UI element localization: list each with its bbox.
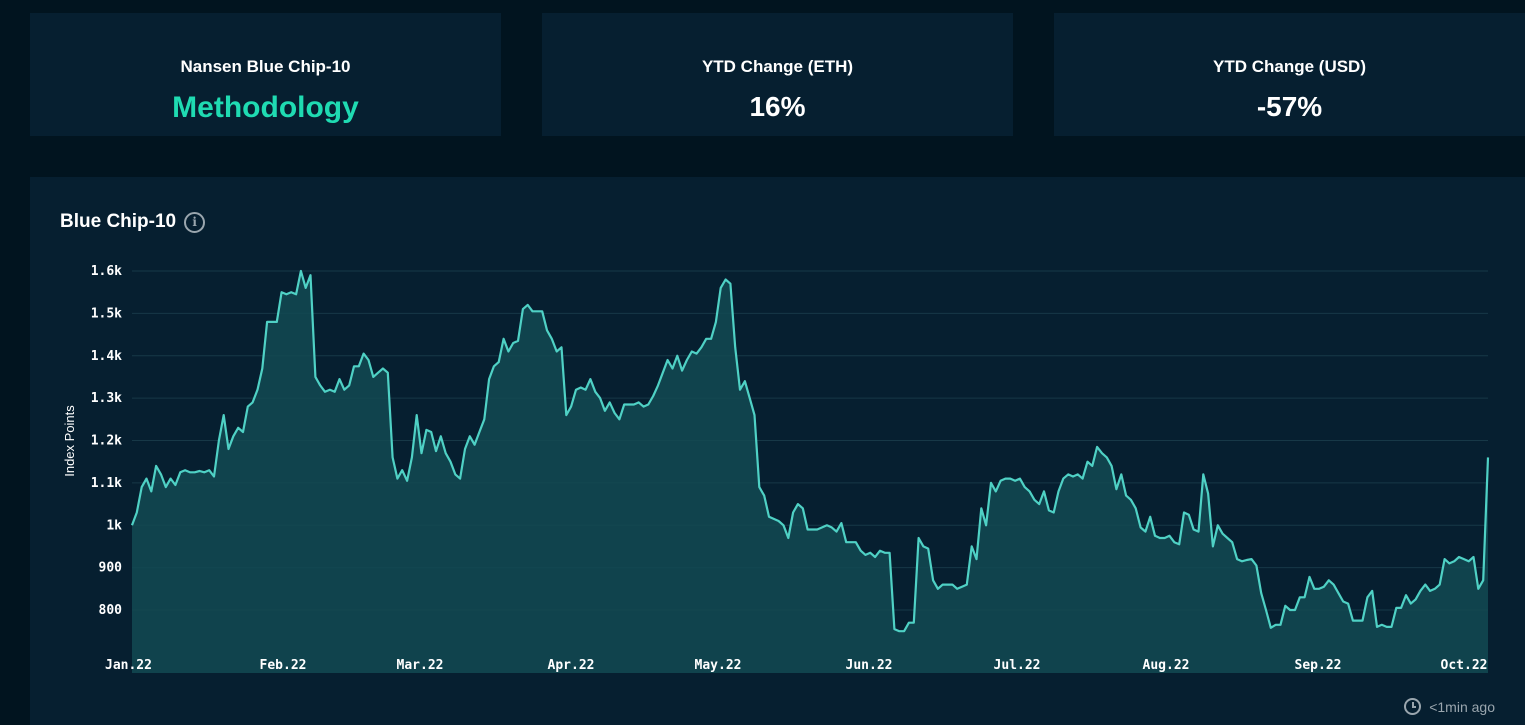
card-value-ytd-eth: 16% [749,91,806,122]
y-tick-label: 900 [99,561,123,576]
x-tick-label: Jul.22 [994,658,1041,673]
x-tick-label: May.22 [695,658,742,673]
x-tick-label: Jan.22 [105,658,152,673]
x-tick-label: Jun.22 [846,658,893,673]
methodology-card: Nansen Blue Chip-10 Methodology [30,13,501,136]
last-updated-text: <1min ago [1429,698,1495,715]
card-label-index-name: Nansen Blue Chip-10 [180,57,351,76]
chart-title-text: Blue Chip-10 [60,211,177,232]
y-tick-label: 800 [99,603,123,618]
ytd-eth-card: YTD Change (ETH) 16% [542,13,1013,136]
y-tick-label: 1.3k [91,391,122,406]
y-axis-title: Index Points [62,405,77,477]
chart-title: Blue Chip-10 i [60,211,206,233]
y-tick-label: 1k [106,518,122,533]
x-tick-label: Aug.22 [1143,658,1190,673]
series-line[interactable] [130,269,1490,633]
y-tick-label: 1.1k [91,476,122,491]
info-icon[interactable]: i [184,211,206,233]
y-tick-label: 1.5k [91,306,122,321]
y-tick-label: 1.4k [91,349,122,364]
x-tick-label: Feb.22 [260,658,307,673]
index-chart: 800 900 1k 1.1k 1.2k 1.3k 1.4k 1.5k 1.6k Jan.22 Fe… [62,264,1490,673]
x-tick-label: Apr.22 [548,658,595,673]
x-tick-label: Mar.22 [397,658,444,673]
card-label-ytd-eth: YTD Change (ETH) [701,57,854,76]
x-tick-label: Oct.22 [1441,658,1488,673]
last-updated: <1min ago [1404,698,1495,715]
series-area [132,271,1488,673]
ytd-usd-card: YTD Change (USD) -57% [1054,13,1525,136]
y-tick-label: 1.2k [91,434,122,449]
card-value-methodology: Methodology [30,91,501,125]
y-tick-label: 1.6k [91,264,122,279]
x-tick-label: Sep.22 [1295,658,1342,673]
card-value-ytd-usd: -57% [1256,91,1323,122]
chart-panel: 800 900 1k 1.1k 1.2k 1.3k 1.4k 1.5k 1.6k Jan.22 Fe… [30,177,1525,725]
clock-icon [1404,698,1422,715]
card-label-ytd-usd: YTD Change (USD) [1213,57,1366,76]
methodology-link[interactable]: Methodology [172,91,359,124]
